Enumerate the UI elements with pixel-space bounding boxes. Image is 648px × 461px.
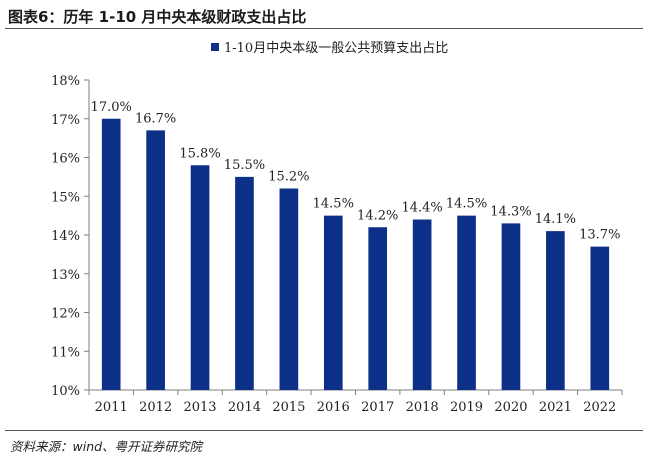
bar-2019 [457,215,476,390]
bar-2011 [101,118,121,390]
source-note: 资料来源：wind、粤开证券研究院 [10,439,203,454]
y-tick-label: 13% [51,268,80,283]
bar-2018 [412,219,432,390]
legend-swatch [211,43,219,51]
data-label: 17.0% [91,100,132,115]
data-label: 15.2% [268,170,309,185]
figure-title: 图表6：历年 1-10 月中央本级财政支出占比 [8,8,307,26]
data-label: 14.5% [313,197,354,212]
bar-2017 [368,227,388,390]
x-tick-label: 2011 [95,400,128,415]
y-tick-label: 14% [51,229,80,244]
x-tick-label: 2012 [139,400,172,415]
data-label: 13.7% [579,228,620,243]
y-tick-label: 16% [51,152,80,167]
y-tick-label: 17% [51,113,80,128]
data-label: 16.7% [135,111,176,126]
x-tick-label: 2016 [317,400,350,415]
data-labels: 17.0%16.7%15.8%15.5%15.2%14.5%14.2%14.4%… [91,100,621,243]
bar-2015 [279,188,299,390]
bar-2022 [590,246,610,390]
x-tick-label: 2021 [539,400,572,415]
y-tick-label: 11% [51,345,80,360]
legend-label: 1-10月中央本级一般公共预算支出占比 [224,40,448,56]
data-label: 14.2% [357,208,398,223]
x-tick-label: 2022 [583,400,616,415]
data-label: 14.5% [446,197,487,212]
x-tick-label: 2019 [450,400,483,415]
y-tick-label: 10% [51,384,80,399]
y-tick-label: 18% [51,74,80,89]
x-axis: 2011 2012 2013 2014 2015 2016 2017 2018 2019 2020… [88,389,623,415]
title-divider [5,28,643,29]
bar-2013 [190,165,210,390]
data-label: 14.3% [490,204,531,219]
legend: 1-10月中央本级一般公共预算支出占比 [211,40,448,56]
x-tick-label: 2014 [228,400,261,415]
source-divider [5,430,643,431]
x-tick-label: 2020 [494,400,527,415]
x-tick-label: 2013 [183,400,216,415]
y-tick-label: 12% [51,307,80,322]
bar-2021 [546,231,565,390]
y-tick-label: 15% [51,190,80,205]
x-tick-label: 2018 [406,400,439,415]
y-axis: 10% 11% 12% 13% 14% 15% 16% 17% 18% [51,74,90,399]
bar-2020 [501,223,521,390]
data-label: 14.1% [535,212,576,227]
bars [101,118,610,390]
data-label: 14.4% [401,201,442,216]
data-label: 15.5% [224,158,265,173]
bar-2014 [235,176,254,390]
data-label: 15.8% [179,146,220,161]
bar-chart: 1-10月中央本级一般公共预算支出占比 10% 11% 12% 13% 14% 15% 16… [51,40,623,415]
bar-2016 [323,215,343,390]
bar-2012 [146,130,165,390]
x-tick-label: 2015 [272,400,305,415]
x-tick-label: 2017 [361,400,394,415]
